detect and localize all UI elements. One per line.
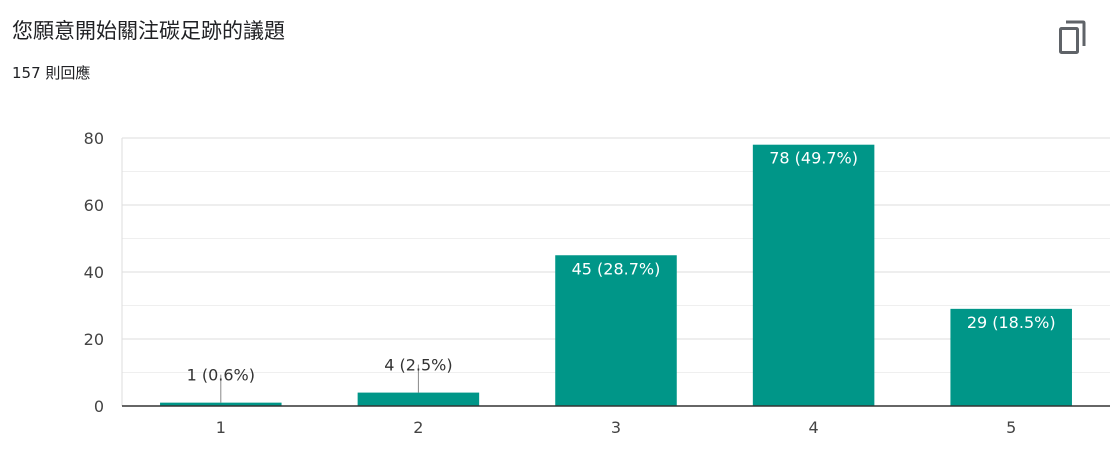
y-tick-label: 80 [84,129,104,148]
x-tick-label: 2 [413,418,423,437]
y-tick-label: 60 [84,196,104,215]
x-tick-label: 1 [216,418,226,437]
data-label: 4 (2.5%) [384,356,452,375]
y-tick-label: 20 [84,330,104,349]
x-tick-label: 5 [1006,418,1016,437]
data-label: 1 (0.6%) [187,366,255,385]
copy-chart-button[interactable] [1052,16,1092,60]
bar-1[interactable] [160,402,282,406]
bar-3[interactable] [555,255,677,406]
x-tick-label: 4 [809,418,819,437]
copy-icon [1059,20,1086,54]
bar-2[interactable] [357,392,480,406]
response-count: 157 則回應 [12,64,91,82]
x-tick-label: 3 [611,418,621,437]
chart-title: 您願意開始關注碳足跡的議題 [12,19,285,43]
y-tick-label: 40 [84,263,104,282]
bar-4[interactable] [752,144,875,406]
data-label: 45 (28.7%) [572,259,661,278]
data-label: 29 (18.5%) [967,313,1056,332]
data-label: 78 (49.7%) [769,149,858,168]
bar-5[interactable] [950,308,1072,406]
y-tick-label: 0 [94,397,104,416]
